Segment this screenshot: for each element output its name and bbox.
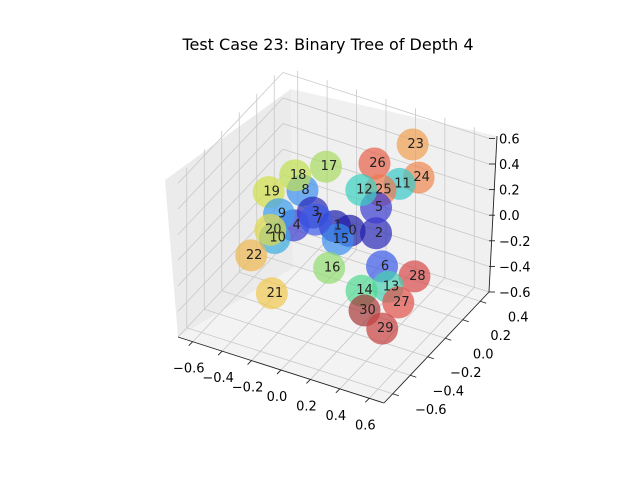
point-label-7: 7 bbox=[315, 212, 323, 227]
y-tick-label: −0.6 bbox=[415, 403, 447, 418]
x-tick-label: −0.2 bbox=[232, 381, 264, 396]
point-28 bbox=[398, 260, 431, 293]
point-label-26: 26 bbox=[369, 156, 386, 171]
z-tick-label: −0.2 bbox=[499, 235, 531, 250]
point-label-8: 8 bbox=[301, 183, 309, 198]
y-tick-label: 0.0 bbox=[473, 347, 494, 362]
point-20 bbox=[254, 213, 287, 246]
point-label-23: 23 bbox=[407, 137, 424, 152]
y-tick-mark bbox=[462, 319, 469, 323]
point-label-4: 4 bbox=[293, 218, 301, 233]
point-label-17: 17 bbox=[321, 159, 338, 174]
y-tick-mark bbox=[480, 300, 487, 304]
point-label-30: 30 bbox=[359, 303, 376, 318]
x-tick-label: −0.6 bbox=[173, 362, 205, 377]
y-tick-mark bbox=[427, 356, 434, 360]
point-12 bbox=[345, 174, 378, 207]
point-label-25: 25 bbox=[375, 183, 392, 198]
point-label-3: 3 bbox=[312, 205, 320, 220]
point-label-11: 11 bbox=[394, 176, 411, 191]
point-label-2: 2 bbox=[375, 226, 383, 241]
x-tick-label: −0.4 bbox=[202, 371, 234, 386]
point-label-9: 9 bbox=[278, 207, 286, 222]
gridlines bbox=[177, 70, 490, 399]
y-tick-mark bbox=[410, 374, 417, 378]
point-16 bbox=[313, 251, 346, 284]
point-label-20: 20 bbox=[265, 222, 282, 237]
point-label-28: 28 bbox=[409, 269, 426, 284]
point-22 bbox=[235, 239, 268, 272]
point-label-10: 10 bbox=[269, 231, 286, 246]
point-26 bbox=[358, 147, 391, 180]
point-label-5: 5 bbox=[375, 200, 383, 215]
point-label-16: 16 bbox=[324, 260, 341, 275]
x-tick-label: 0.0 bbox=[267, 390, 288, 405]
point-21 bbox=[255, 277, 288, 310]
point-27 bbox=[382, 286, 415, 319]
z-tick-label: 0.6 bbox=[499, 132, 520, 147]
x-tick-mark bbox=[247, 360, 252, 365]
point-label-1: 1 bbox=[334, 219, 342, 234]
point-15 bbox=[321, 223, 354, 256]
y-tick-label: 0.2 bbox=[490, 329, 511, 344]
y-tick-label: −0.4 bbox=[432, 384, 464, 399]
point-label-0: 0 bbox=[348, 223, 356, 238]
y-tick-mark bbox=[392, 393, 399, 397]
point-23 bbox=[396, 128, 429, 161]
point-29 bbox=[366, 312, 399, 345]
gridline-z-6 bbox=[177, 71, 490, 184]
point-label-12: 12 bbox=[356, 183, 373, 198]
point-label-27: 27 bbox=[393, 295, 410, 310]
x-tick-mark bbox=[364, 397, 370, 403]
z-tick-label: 0.4 bbox=[499, 158, 520, 173]
x-tick-label: 0.4 bbox=[326, 409, 347, 424]
z-tick-label: −0.4 bbox=[499, 260, 531, 275]
point-label-24: 24 bbox=[413, 170, 430, 185]
pane-left bbox=[165, 89, 293, 337]
x-tick-mark bbox=[335, 388, 341, 394]
point-label-19: 19 bbox=[263, 185, 280, 200]
point-label-18: 18 bbox=[290, 168, 307, 183]
x-tick-label: 0.6 bbox=[355, 418, 376, 433]
y-axis-line bbox=[383, 291, 490, 404]
point-label-21: 21 bbox=[267, 286, 284, 301]
x-tick-mark bbox=[188, 341, 194, 347]
point-7 bbox=[299, 203, 332, 236]
point-label-29: 29 bbox=[377, 321, 394, 336]
point-2 bbox=[360, 217, 393, 250]
y-tick-mark bbox=[445, 337, 452, 341]
y-tick-label: 0.4 bbox=[508, 310, 529, 325]
z-tick-label: 0.2 bbox=[499, 184, 520, 199]
point-label-6: 6 bbox=[381, 259, 389, 274]
point-label-13: 13 bbox=[383, 279, 400, 294]
point-label-14: 14 bbox=[356, 283, 373, 298]
x-tick-mark bbox=[306, 379, 311, 384]
z-tick-label: −0.6 bbox=[499, 286, 531, 301]
x-tick-label: 0.2 bbox=[296, 399, 317, 414]
y-tick-label: −0.2 bbox=[450, 366, 482, 381]
chart-title: Test Case 23: Binary Tree of Depth 4 bbox=[181, 35, 473, 54]
point-18 bbox=[279, 159, 312, 192]
x-tick-mark bbox=[276, 369, 282, 375]
tick-labels: −0.6−0.4−0.20.00.20.40.6−0.6−0.4−0.20.00… bbox=[173, 132, 531, 433]
point-label-22: 22 bbox=[246, 248, 263, 263]
point-17 bbox=[309, 150, 342, 183]
x-tick-mark bbox=[217, 350, 223, 356]
point-label-15: 15 bbox=[333, 232, 350, 247]
z-tick-label: 0.0 bbox=[499, 209, 520, 224]
